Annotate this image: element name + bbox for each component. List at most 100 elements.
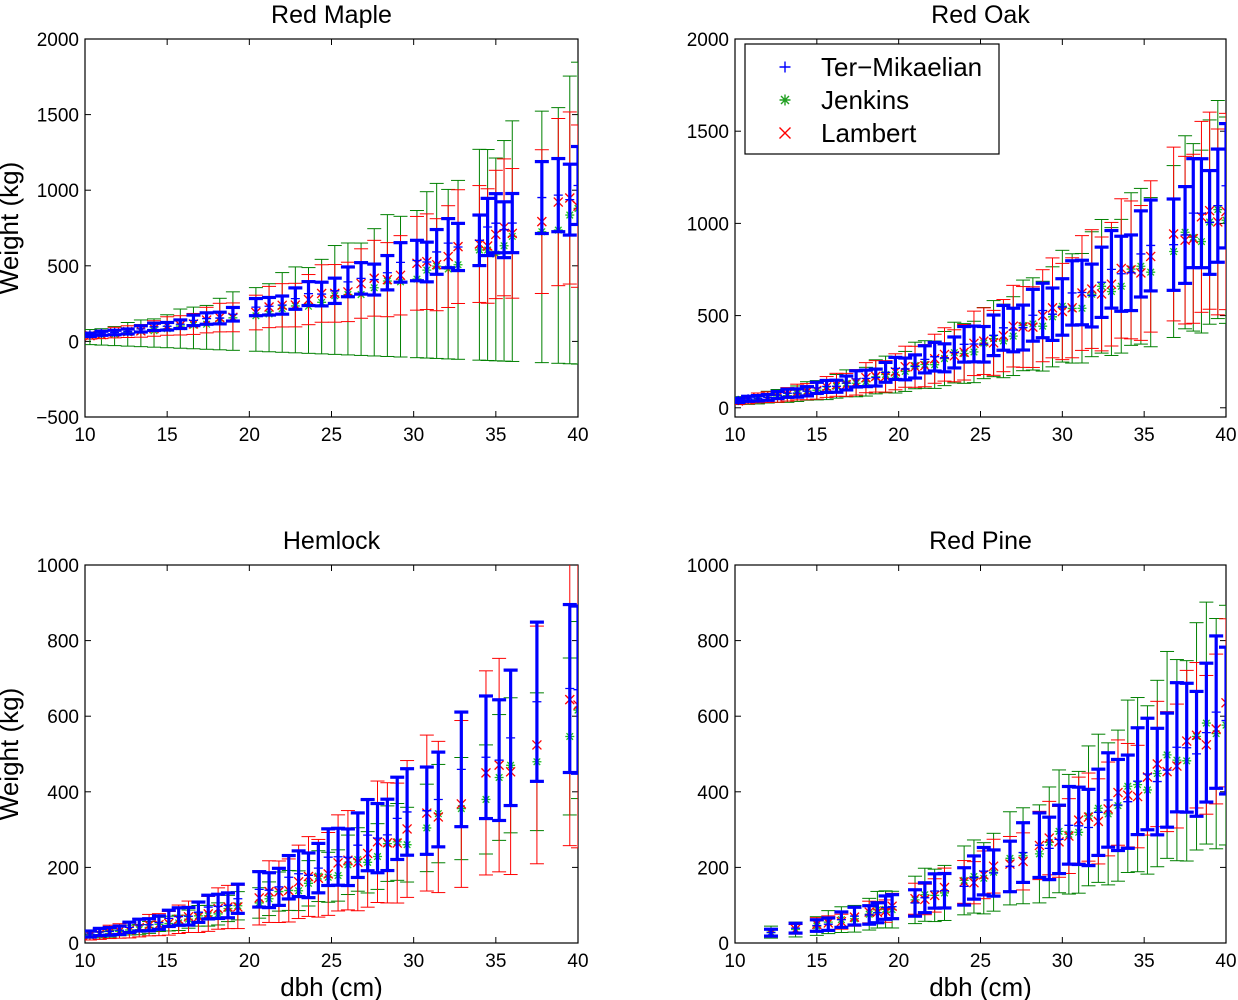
data-point — [317, 289, 327, 299]
data-point — [1126, 268, 1136, 278]
data-point — [228, 309, 238, 319]
data-point — [1077, 288, 1087, 298]
series-ter-mikaelian — [85, 602, 578, 939]
data-point — [841, 378, 851, 388]
data-point — [573, 180, 578, 190]
data-point — [1018, 848, 1028, 858]
x-tick-label: 30 — [403, 425, 424, 446]
y-tick-label: 500 — [697, 307, 729, 328]
data-point — [443, 238, 453, 248]
data-layer — [85, 565, 578, 941]
plot-frame — [734, 564, 1227, 944]
data-point — [1213, 201, 1223, 211]
data-point — [573, 685, 578, 695]
y-tick-label: 0 — [68, 332, 79, 353]
data-point — [1172, 742, 1182, 752]
data-point — [782, 388, 792, 398]
data-point — [422, 806, 432, 816]
data-point — [313, 863, 323, 873]
legend-marker — [779, 127, 791, 139]
x-tick-label: 20 — [239, 951, 260, 972]
data-point — [343, 852, 353, 862]
y-tick-label: 600 — [697, 707, 729, 728]
data-point — [481, 752, 491, 762]
data-point — [1221, 697, 1226, 708]
data-point — [223, 900, 233, 910]
data-point — [213, 901, 223, 911]
data-point — [802, 386, 812, 396]
x-tick-label: 15 — [157, 425, 178, 446]
data-point — [373, 833, 383, 843]
data-point — [284, 872, 294, 882]
data-point — [979, 866, 989, 876]
data-point — [1221, 206, 1226, 217]
y-axis-label: Weight (kg) — [0, 688, 24, 820]
series-ter-mikaelian — [735, 121, 1226, 405]
data-point — [85, 330, 95, 340]
data-point — [989, 330, 999, 340]
data-point — [537, 193, 547, 203]
data-point — [890, 363, 900, 373]
data-point — [939, 886, 949, 896]
data-point — [303, 870, 313, 880]
data-point — [474, 235, 484, 245]
data-point — [1087, 291, 1097, 301]
data-point — [412, 256, 422, 266]
data-point — [115, 925, 125, 935]
y-tick-label: 200 — [47, 858, 79, 879]
data-point — [323, 852, 333, 862]
data-point — [506, 733, 516, 743]
data-point — [123, 326, 133, 336]
legend-marker — [779, 61, 791, 73]
data-point — [812, 921, 822, 931]
panel-title: Red Maple — [271, 1, 392, 29]
data-point — [959, 339, 969, 349]
data-point — [422, 257, 432, 267]
data-point — [254, 884, 264, 894]
data-point — [1152, 777, 1162, 787]
data-point — [910, 898, 920, 908]
data-point — [791, 923, 801, 933]
x-axis-label: dbh (cm) — [929, 972, 1032, 1000]
data-point — [1093, 807, 1103, 817]
data-point — [456, 764, 466, 774]
x-tick-label: 40 — [1215, 425, 1236, 446]
y-tick-label: 1000 — [687, 556, 729, 577]
data-point — [773, 390, 783, 400]
data-point — [333, 852, 343, 862]
data-point — [864, 910, 874, 920]
x-tick-label: 30 — [1052, 425, 1073, 446]
x-tick-label: 10 — [74, 951, 95, 972]
data-point — [871, 373, 881, 383]
data-point — [1169, 240, 1179, 250]
data-point — [969, 873, 979, 883]
data-point — [251, 302, 261, 312]
panel-title: Hemlock — [283, 527, 381, 555]
data-point — [188, 315, 198, 325]
data-point — [823, 919, 833, 929]
x-tick-label: 15 — [806, 951, 827, 972]
data-point — [154, 918, 164, 928]
data-layer — [85, 61, 578, 365]
data-point — [998, 323, 1008, 333]
data-point — [930, 886, 940, 896]
y-tick-label: 0 — [68, 934, 79, 955]
data-point — [910, 361, 920, 371]
data-point — [184, 911, 194, 921]
data-point — [85, 929, 95, 939]
data-point — [851, 374, 861, 384]
data-point — [369, 275, 379, 285]
data-point — [920, 354, 930, 364]
data-point — [887, 902, 897, 912]
data-point — [483, 222, 493, 232]
data-point — [164, 913, 174, 923]
x-tick-label: 40 — [567, 951, 588, 972]
data-point — [1221, 181, 1226, 191]
data-point — [1211, 707, 1221, 717]
data-point — [1044, 843, 1054, 853]
y-tick-label: 1500 — [37, 106, 79, 127]
data-point — [1133, 776, 1143, 786]
data-point — [812, 383, 822, 393]
